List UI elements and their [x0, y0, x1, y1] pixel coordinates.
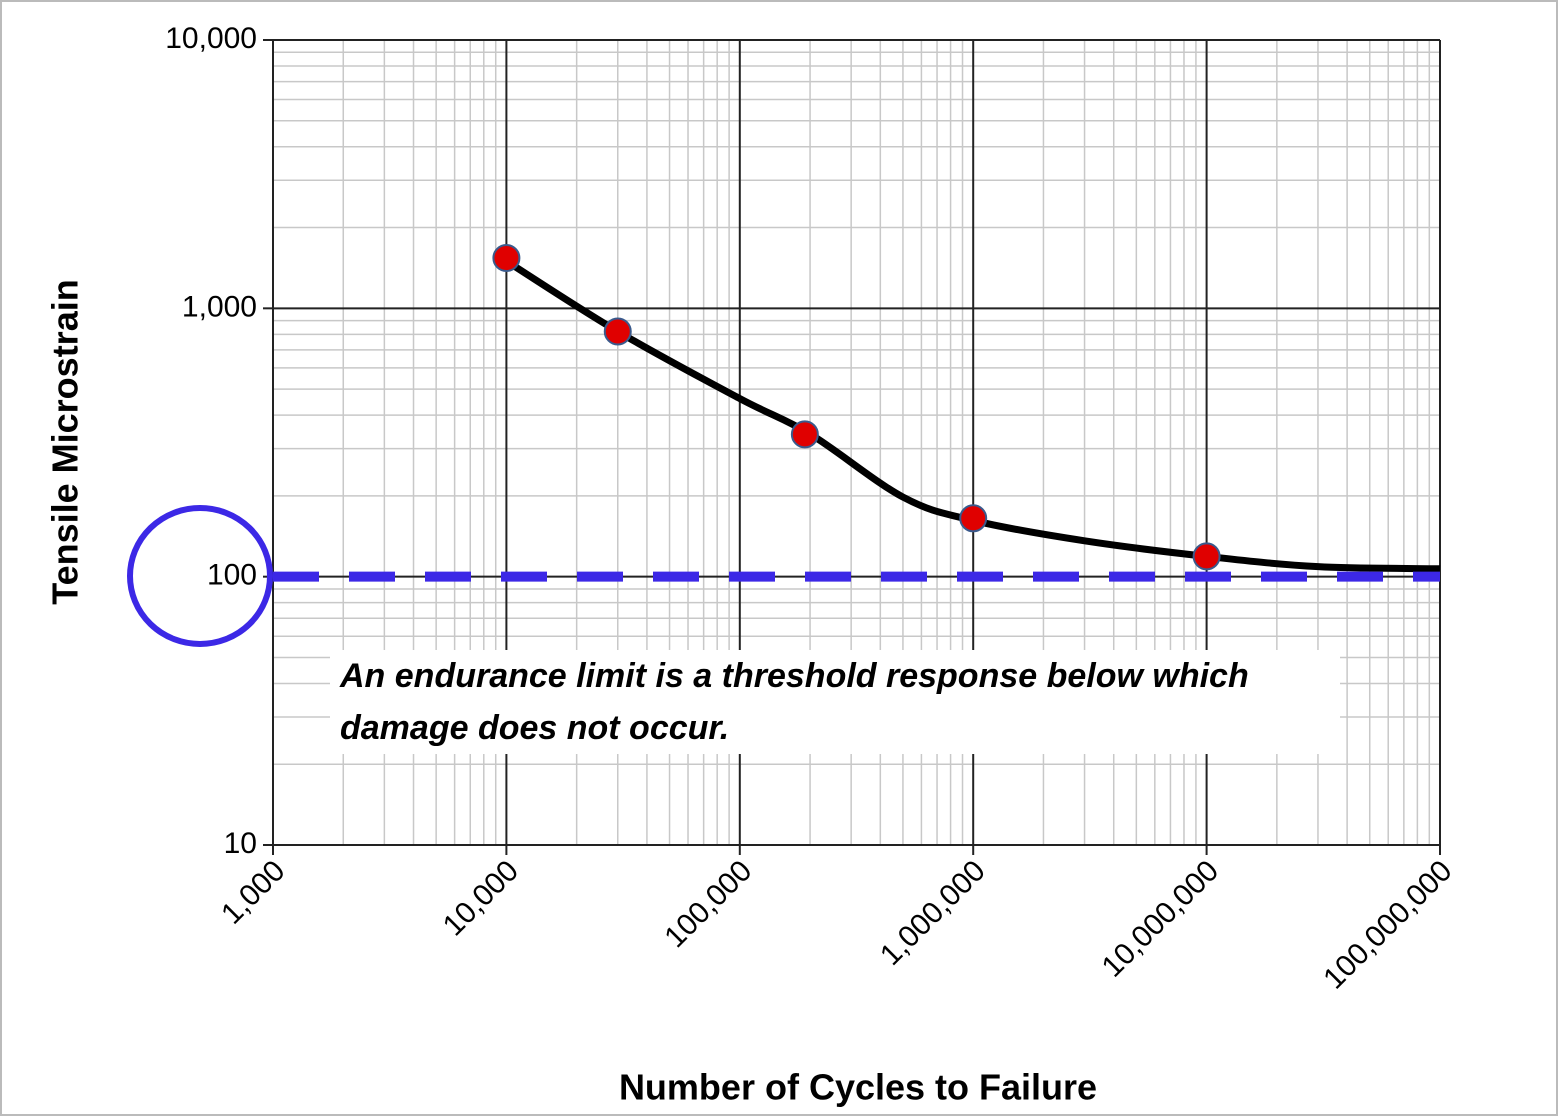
- data-point: [492, 244, 521, 273]
- y-tick-label: 10: [224, 827, 257, 860]
- y-axis-label: Tensile Microstrain: [45, 279, 86, 604]
- marks: [273, 244, 1441, 582]
- y-tick-label: 100: [207, 559, 257, 592]
- annotation-box: An endurance limit is a threshold respon…: [330, 650, 1340, 754]
- fit-line: [504, 258, 1441, 573]
- data-point: [1192, 542, 1221, 571]
- annotation: An endurance limit is a threshold respon…: [330, 650, 1340, 754]
- y-tick-label: 1,000: [182, 290, 257, 323]
- data-point: [959, 504, 988, 533]
- data-point: [603, 317, 632, 346]
- y-tick-label: 10,000: [165, 22, 257, 55]
- data-point: [790, 420, 819, 449]
- highlight-circle: [127, 505, 273, 647]
- x-axis-label: Number of Cycles to Failure: [619, 1067, 1097, 1108]
